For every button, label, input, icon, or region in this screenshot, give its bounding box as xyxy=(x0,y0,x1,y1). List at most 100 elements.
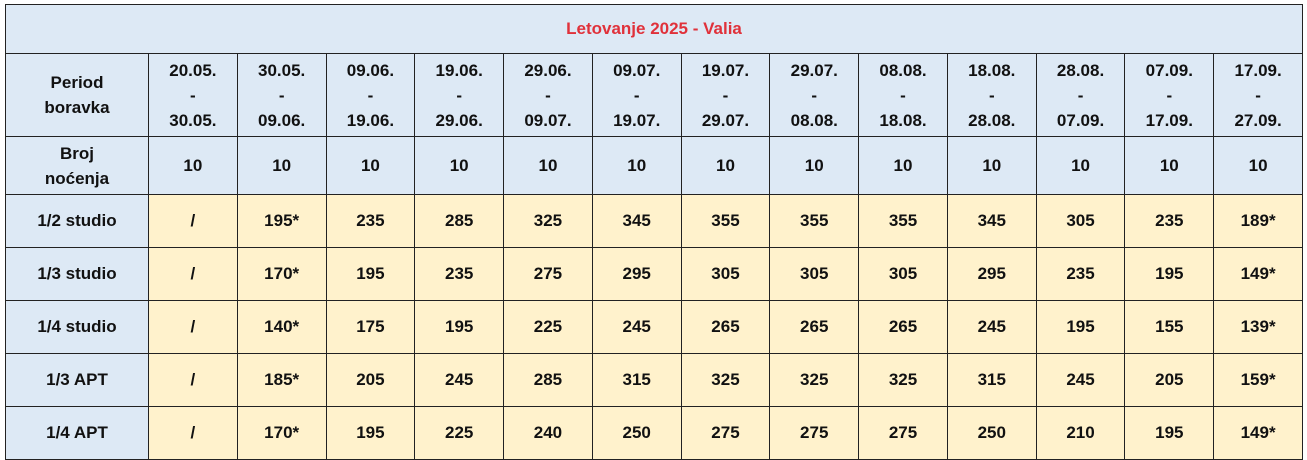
price-cell: 325 xyxy=(680,353,771,407)
period-text: 09.07. xyxy=(524,110,572,130)
header-label-cell: Period boravka xyxy=(5,53,149,137)
price-cell: 235 xyxy=(1035,247,1126,301)
price-cell: 250 xyxy=(591,406,682,460)
nights-label: Broj noćenja xyxy=(44,143,110,188)
row-label: 1/3 APT xyxy=(5,353,149,407)
period-text: 29.06. xyxy=(435,110,483,130)
nights-cell: 10 xyxy=(414,136,505,195)
price-cell: 250 xyxy=(946,406,1037,460)
period-cell: 09.06. - 19.06. xyxy=(325,53,416,137)
nights-cell: 10 xyxy=(680,136,771,195)
price-table: Letovanje 2025 - Valia Period boravka 20.… xyxy=(5,4,1303,460)
price-cell: 285 xyxy=(414,194,505,248)
period-text: 08.08. xyxy=(790,110,838,130)
period-text: - xyxy=(1166,85,1173,105)
period-text: 09.06. xyxy=(258,110,306,130)
period-text: - xyxy=(900,85,906,105)
header-row: Period boravka 20.05. -30.05. 30.05. -09.06.… xyxy=(5,53,1303,137)
price-cell: 325 xyxy=(858,353,948,407)
period-text: 29.06. xyxy=(524,60,572,80)
price-cell: 245 xyxy=(414,353,505,407)
period-text: 18.08. xyxy=(968,60,1016,80)
price-cell: 149* xyxy=(1213,406,1303,460)
price-cell: 245 xyxy=(1035,353,1126,407)
price-cell: 195 xyxy=(1124,247,1215,301)
price-cell: 149* xyxy=(1213,247,1303,301)
period-text: 17.09. xyxy=(1145,110,1193,130)
nights-cell: 10 xyxy=(325,136,416,195)
price-cell: 170* xyxy=(236,247,327,301)
price-cell: 139* xyxy=(1213,300,1303,354)
period-text: - xyxy=(190,85,196,105)
period-text: 29.07. xyxy=(701,110,750,130)
price-cell: 195 xyxy=(325,406,416,460)
period-text: 18.08. xyxy=(879,110,927,130)
period-cell: 07.09. - 17.09. xyxy=(1124,53,1215,137)
period-text: 19.06. xyxy=(346,110,395,130)
period-cell: 30.05. - 09.06. xyxy=(236,53,327,137)
price-cell: 189* xyxy=(1213,194,1303,248)
price-cell: 159* xyxy=(1213,353,1303,407)
price-cell: 355 xyxy=(680,194,771,248)
price-cell: 235 xyxy=(325,194,416,248)
price-cell: 355 xyxy=(858,194,948,248)
price-cell: 305 xyxy=(858,247,948,301)
row-label: 1/4 studio xyxy=(5,300,149,354)
period-text: 07.09. xyxy=(1145,60,1193,80)
price-cell: 275 xyxy=(769,406,860,460)
nights-cell: 10 xyxy=(1035,136,1126,195)
price-cell: 195 xyxy=(325,247,416,301)
price-cell: 275 xyxy=(680,406,771,460)
price-cell: 140* xyxy=(236,300,327,354)
period-text: - xyxy=(1077,85,1084,105)
price-cell: 225 xyxy=(503,300,593,354)
price-cell: 235 xyxy=(1124,194,1215,248)
price-row: 1/4 APT/170* 195 225 240 250 275 275 275 250 210 1… xyxy=(5,406,1303,460)
table-title: Letovanje 2025 - Valia xyxy=(5,4,1303,54)
price-cell: 325 xyxy=(503,194,593,248)
nights-cell: 10 xyxy=(503,136,593,195)
price-cell: 295 xyxy=(946,247,1037,301)
period-text: 20.05. xyxy=(169,60,217,80)
price-cell: 265 xyxy=(769,300,860,354)
price-cell: 275 xyxy=(858,406,948,460)
header-label: Period boravka xyxy=(44,73,110,117)
price-cell: 195 xyxy=(1124,406,1215,460)
period-cell: 09.07. - 19.07. xyxy=(591,53,682,137)
price-cell: 235 xyxy=(414,247,505,301)
price-cell: 325 xyxy=(769,353,860,407)
nights-row: Broj noćenja 10 10 10 10 10 10 10 10 10 10 10 10 10 xyxy=(5,136,1303,195)
period-cell: 17.09. - 27.09. xyxy=(1213,53,1303,137)
period-text: - xyxy=(545,85,551,105)
nights-cell: 10 xyxy=(946,136,1037,195)
period-text: 19.07. xyxy=(613,110,661,130)
price-cell: 305 xyxy=(1035,194,1126,248)
row-label: 1/2 studio xyxy=(5,194,149,248)
nights-cell: 10 xyxy=(858,136,948,195)
period-text: 09.06. xyxy=(346,60,395,80)
price-cell: / xyxy=(148,194,238,248)
price-row: 1/3 APT/185* 205 245 285 315 325 325 325 315 245 2… xyxy=(5,353,1303,407)
period-cell: 19.07. - 29.07. xyxy=(680,53,771,137)
period-cell: 08.08. - 18.08. xyxy=(858,53,948,137)
period-cell: 20.05. - 30.05. xyxy=(148,53,238,137)
price-cell: 355 xyxy=(769,194,860,248)
period-text: - xyxy=(278,85,285,105)
price-cell: 345 xyxy=(946,194,1037,248)
period-text: 29.07. xyxy=(790,60,838,80)
price-cell: 225 xyxy=(414,406,505,460)
period-text: - xyxy=(988,85,995,105)
price-cell: 175 xyxy=(325,300,416,354)
period-text: 19.06. xyxy=(435,60,483,80)
price-cell: 205 xyxy=(325,353,416,407)
price-cell: 155 xyxy=(1124,300,1215,354)
period-cell: 29.07. - 08.08. xyxy=(769,53,860,137)
nights-label-cell: Broj noćenja xyxy=(5,136,149,195)
period-text: - xyxy=(456,85,463,105)
price-cell: / xyxy=(148,247,238,301)
row-label: 1/3 studio xyxy=(5,247,149,301)
price-row: 1/2 studio/195* 235 285 325 345 355 355 355 345 3… xyxy=(5,194,1303,248)
period-text: 07.09. xyxy=(1056,110,1105,130)
period-text: - xyxy=(633,85,640,105)
